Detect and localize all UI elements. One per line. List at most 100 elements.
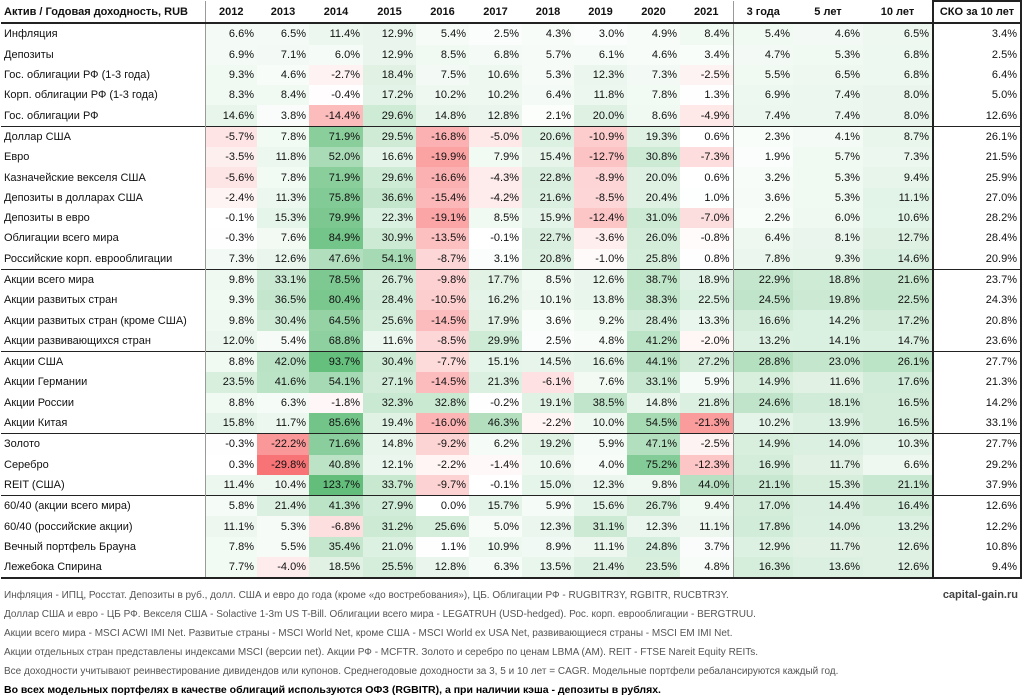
year-return-cell: 79.9%	[309, 207, 363, 229]
year-return-cell: 23.5%	[627, 557, 680, 580]
year-return-cell: -2.7%	[309, 64, 363, 86]
year-return-cell: 11.3%	[257, 187, 309, 208]
year-return-cell: 8.4%	[680, 23, 733, 45]
sko-cell: 9.4%	[932, 557, 1022, 580]
sko-cell: 20.9%	[932, 248, 1022, 270]
year-return-cell: 8.8%	[204, 392, 257, 413]
footnote-line: Акции отдельных стран представлены индек…	[4, 647, 759, 658]
table-row: Депозиты в долларах США -2.4% 11.3% 75.8% 36…	[1, 187, 1022, 208]
year-return-cell: -0.1%	[469, 474, 522, 496]
site-link[interactable]: capital-gain.ru	[942, 589, 1018, 601]
cagr-cell: 16.3%	[732, 557, 793, 580]
year-return-cell: 29.6%	[363, 167, 416, 188]
asset-name: Акции развитых стран	[4, 294, 118, 307]
asset-name: Лежебока Спирина	[1, 557, 205, 580]
cagr-cell: 7.4%	[732, 105, 793, 127]
cagr-cell: 7.3%	[863, 147, 933, 168]
cagr-cell: 4.1%	[793, 125, 863, 148]
year-return-cell: 6.4%	[522, 85, 574, 106]
cagr-cell: 14.2%	[793, 310, 863, 331]
year-return-cell: 8.5%	[522, 268, 574, 291]
year-return-cell: 2.1%	[522, 105, 574, 127]
year-return-cell: 3.8%	[257, 105, 309, 127]
year-return-cell: 13.3%	[680, 310, 733, 331]
year-return-cell: 78.5%	[309, 268, 363, 291]
sko-cell: 12.6%	[932, 105, 1022, 127]
year-return-cell: -7.3%	[680, 147, 733, 168]
table-body: Инфляция 6.6% 6.5% 11.4% 12.9% 5.4% 2.5% 4.3% 3.…	[1, 23, 1022, 580]
cagr-cell: 4.7%	[732, 44, 793, 65]
year-return-cell: -15.4%	[416, 187, 469, 208]
year-return-cell: 5.7%	[522, 44, 574, 65]
table-row: Акции развивающихся стран 12.0% 5.4% 68.8% 1…	[1, 330, 1022, 352]
year-return-cell: 22.5%	[680, 290, 733, 311]
asset-name: Вечный портфель Брауна	[4, 540, 137, 553]
year-return-cell: 5.3%	[257, 516, 309, 537]
year-return-cell: 12.8%	[416, 557, 469, 580]
year-return-cell: 29.6%	[363, 105, 416, 127]
year-return-cell: 5.3%	[522, 64, 574, 86]
cagr-cell: 15.3%	[793, 474, 863, 496]
cagr-cell: 21.1%	[732, 474, 793, 496]
year-return-cell: 3.4%	[680, 44, 733, 65]
sko-cell: 14.2%	[932, 392, 1022, 413]
year-return-cell: 75.2%	[627, 454, 680, 475]
year-return-cell: 12.9%	[363, 23, 416, 45]
cagr-cell: 9.4%	[863, 167, 933, 188]
year-return-cell: 3.7%	[680, 536, 733, 558]
cagr-cell: 7.8%	[732, 248, 793, 270]
cagr-cell: 9.3%	[793, 248, 863, 270]
asset-name: Облигации всего мира	[4, 232, 119, 245]
year-return-cell: -12.7%	[574, 147, 627, 168]
year-return-cell: 4.3%	[522, 23, 574, 45]
cagr-cell: 24.5%	[732, 290, 793, 311]
year-return-cell: 12.0%	[204, 330, 257, 352]
table-row: 60/40 (акции всего мира) 5.8% 21.4% 41.3% 27…	[1, 495, 1022, 517]
year-return-cell: -29.8%	[257, 454, 309, 475]
year-return-cell: -19.1%	[416, 207, 469, 229]
asset-name: 60/40 (акции всего мира)	[1, 495, 205, 517]
sko-cell: 3.4%	[932, 23, 1022, 45]
year-return-cell: -8.7%	[416, 248, 469, 270]
sko-cell: 5.0%	[932, 85, 1022, 106]
asset-name: Инфляция	[4, 28, 58, 41]
year-return-cell: -1.0%	[574, 248, 627, 270]
asset-name: Депозиты	[4, 48, 54, 61]
year-return-cell: -0.3%	[204, 228, 257, 249]
cagr-cell: 3.6%	[732, 187, 793, 208]
year-return-cell: 33.7%	[363, 474, 416, 496]
cagr-cell: 5.5%	[732, 64, 793, 86]
year-return-cell: 10.6%	[522, 454, 574, 475]
cagr-cell: 6.8%	[863, 64, 933, 86]
cagr-cell: 13.6%	[793, 557, 863, 580]
year-return-cell: 20.4%	[627, 187, 680, 208]
cagr-cell: 17.6%	[863, 372, 933, 393]
year-return-cell: 12.6%	[574, 268, 627, 291]
year-return-cell: 84.9%	[309, 228, 363, 249]
year-return-cell: 26.7%	[363, 268, 416, 291]
sko-cell: 26.1%	[932, 125, 1022, 148]
year-return-cell: 42.0%	[257, 351, 309, 373]
year-return-cell: 12.1%	[363, 454, 416, 475]
year-return-cell: 30.4%	[257, 310, 309, 331]
year-return-cell: 4.6%	[257, 64, 309, 86]
year-return-cell: -21.3%	[680, 412, 733, 434]
cagr-cell: 14.0%	[793, 433, 863, 455]
year-return-cell: 12.3%	[574, 474, 627, 496]
year-return-cell: 7.8%	[204, 536, 257, 558]
year-return-cell: 6.9%	[204, 44, 257, 65]
year-return-cell: 19.1%	[522, 392, 574, 413]
header-year: 2016	[416, 1, 469, 25]
cagr-cell: 5.4%	[732, 23, 793, 45]
footnote-line: Доллар США и евро - ЦБ РФ. Векселя США -…	[4, 609, 756, 620]
asset-name: Корп. облигации РФ (1-3 года)	[4, 89, 158, 102]
year-return-cell: 5.0%	[469, 516, 522, 537]
asset-name: Акции США	[1, 351, 205, 373]
cagr-cell: 24.6%	[732, 392, 793, 413]
year-return-cell: 21.3%	[469, 372, 522, 393]
year-return-cell: 38.5%	[574, 392, 627, 413]
year-return-cell: 5.9%	[522, 495, 574, 517]
year-return-cell: 7.6%	[257, 228, 309, 249]
year-return-cell: -8.5%	[416, 330, 469, 352]
year-return-cell: 54.1%	[363, 248, 416, 270]
